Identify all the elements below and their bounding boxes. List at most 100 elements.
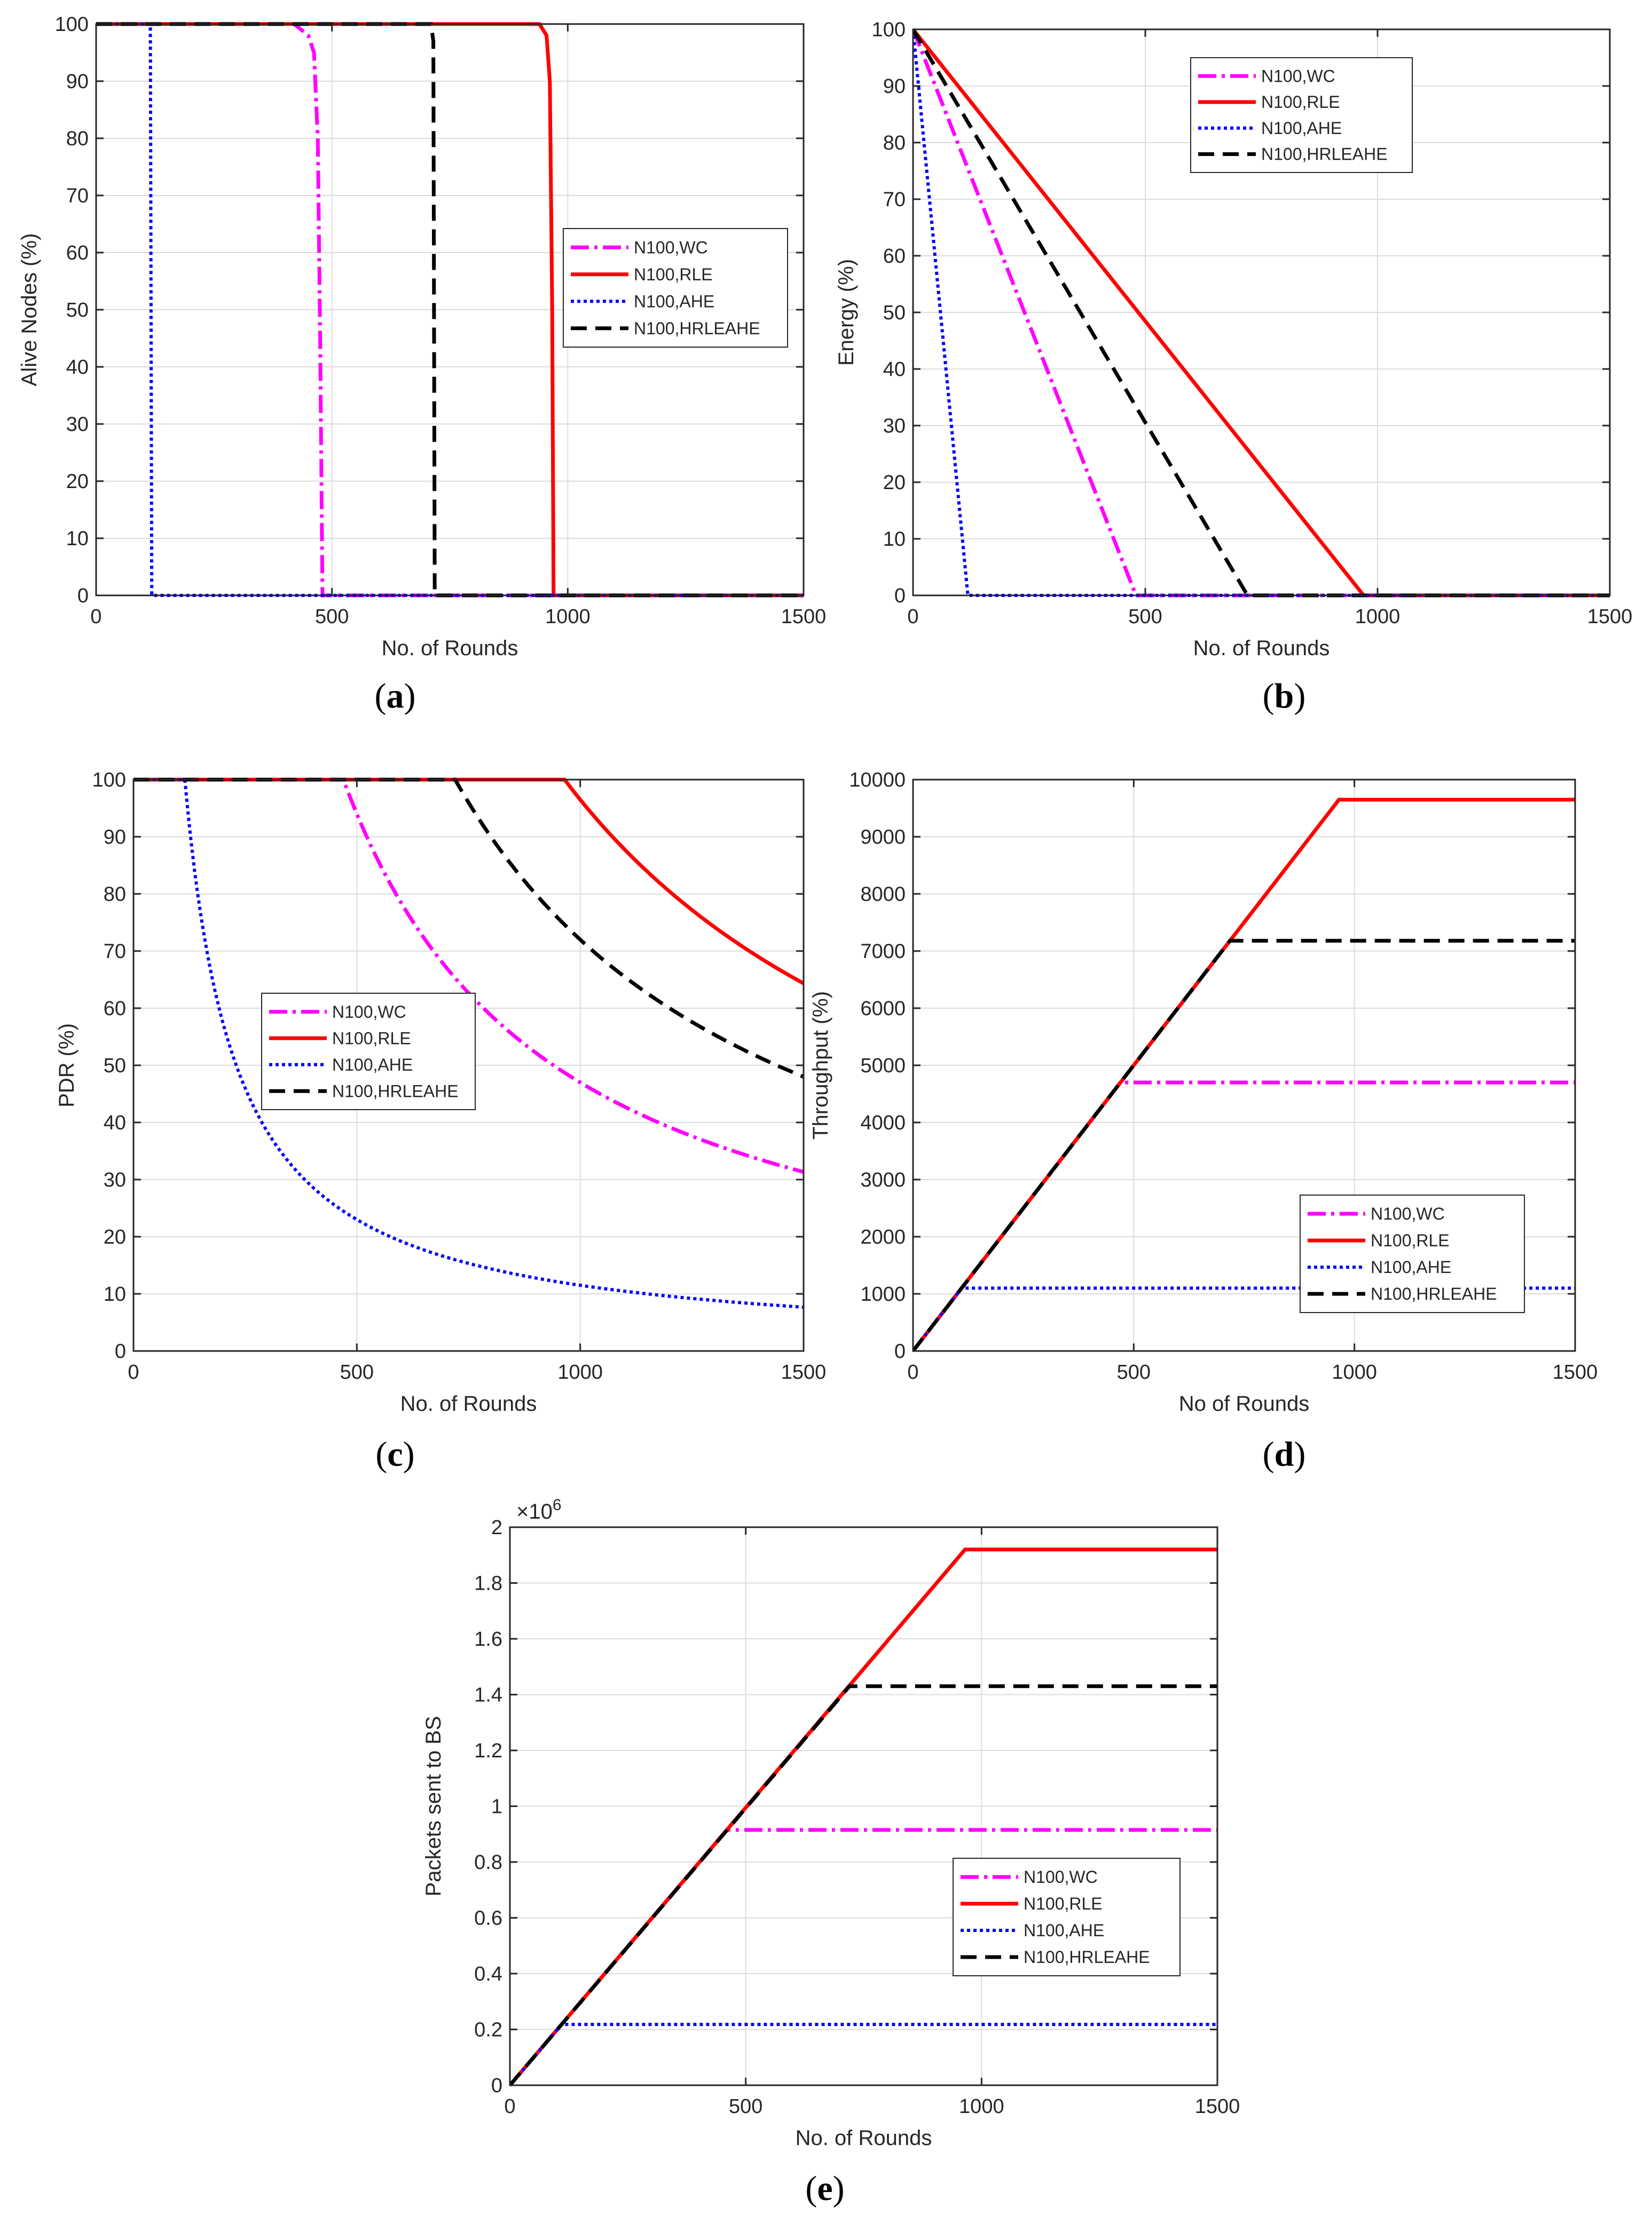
y-tick-label: 1.2 [474,1740,502,1762]
y-tick-label: 10 [66,528,89,550]
y-tick-label: 70 [66,185,89,207]
y-axis-label: Throughput (%) [809,991,832,1140]
y-tick-label: 100 [55,13,89,36]
y-tick-label: 0 [894,1340,906,1363]
y-tick-label: 50 [104,1055,126,1077]
y-tick-label: 2000 [860,1226,906,1248]
legend-label: N100,RLE [332,1028,411,1048]
y-multiplier-exponent: 6 [553,1496,562,1514]
legend: N100,WC N100,RLE N100,AHE N100,HRLEAHE [563,228,788,348]
x-tick-label: 1500 [781,606,827,628]
y-tick-label: 0.6 [474,1907,502,1930]
x-tick-label: 1000 [1332,1361,1377,1384]
series-line-hrleahe [913,939,1575,1353]
x-tick-label: 1500 [1195,2095,1240,2118]
y-tick-label: 100 [92,769,126,791]
y-tick-label: 80 [66,128,89,150]
y-tick-label: 1000 [860,1283,906,1306]
legend-label: N100,AHE [332,1055,413,1074]
y-tick-label: 4000 [860,1112,906,1134]
x-tick-label: 0 [128,1361,139,1384]
series-line-ahe [133,778,804,1309]
panel-caption: (a) [375,677,416,716]
y-tick-label: 90 [104,826,126,849]
y-axis-label: Packets sent to BS [422,1716,445,1897]
y-tick-label: 9000 [860,826,906,849]
x-tick-label: 1000 [1355,606,1401,628]
x-tick-label: 500 [315,606,349,628]
y-tick-label: 0.2 [474,2019,502,2041]
y-tick-label: 90 [883,75,906,98]
panel-caption: (b) [1263,677,1306,716]
legend-label: N100,AHE [1261,119,1342,138]
y-tick-label: 8000 [860,883,906,906]
y-tick-label: 50 [883,302,906,324]
y-tick-label: 2 [491,1517,502,1539]
x-tick-label: 0 [90,606,101,628]
chart-a: 0 500 1000 1500 0 10 20 30 40 50 60 70 80 90 100 No. of… [18,13,826,716]
legend-label: N100,WC [332,1002,406,1022]
legend-label: N100,AHE [634,292,714,311]
y-tick-label: 0 [115,1340,126,1363]
chart-d: 0 500 1000 1500 0 1000 2000 3000 4000 5000 6000 700… [809,769,1598,1474]
legend-label: N100,HRLEAHE [332,1081,459,1101]
y-tick-label: 30 [104,1169,126,1191]
chart-c: 0 500 1000 1500 0 10 20 30 40 50 60 70 80 90 100 No. of… [55,769,826,1474]
legend-label: N100,RLE [1024,1894,1103,1913]
y-tick-label: 1 [491,1796,502,1818]
x-tick-label: 500 [1128,606,1162,628]
legend-label: N100,RLE [1261,92,1340,112]
y-multiplier: ×106 [516,1496,562,1523]
caption-open: ( [1263,1435,1275,1474]
y-tick-label: 1.4 [474,1684,502,1707]
y-tick-label: 40 [66,356,89,379]
panel-caption: (e) [805,2169,844,2208]
legend-label: N100,WC [1261,66,1335,85]
y-axis-label: Energy (%) [835,259,858,366]
y-tick-label: 100 [872,19,906,41]
x-tick-label: 1000 [557,1361,603,1384]
legend-label: N100,AHE [1024,1921,1104,1940]
y-tick-label: 0 [491,2075,502,2097]
series-line-hrleahe [510,1684,1217,2087]
caption-open: ( [1263,677,1275,716]
x-tick-label: 500 [340,1361,374,1384]
x-tick-label: 500 [729,2095,762,2118]
caption-close: ) [404,677,416,716]
x-tick-label: 0 [907,1361,918,1384]
series-line-rle [133,777,804,985]
y-tick-label: 20 [104,1226,126,1248]
legend-label: N100,WC [1024,1867,1098,1887]
x-tick-label: 1000 [545,606,591,628]
legend: N100,WC N100,RLE N100,AHE N100,HRLEAHE [1300,1195,1525,1313]
y-tick-label: 5000 [860,1055,906,1077]
y-tick-label: 60 [104,997,126,1020]
legend: N100,WC N100,RLE N100,AHE N100,HRLEAHE [1190,57,1413,173]
x-tick-label: 1500 [1553,1361,1598,1384]
caption-close: ) [403,1435,415,1474]
y-tick-label: 0 [894,585,906,607]
caption-letter: c [387,1435,403,1474]
caption-letter: e [817,2169,832,2208]
series-line-wc [133,777,804,1174]
y-tick-label: 20 [66,470,89,493]
y-tick-label: 60 [883,245,906,268]
y-tick-label: 30 [883,415,906,437]
y-tick-label: 1.8 [474,1573,502,1595]
y-tick-label: 90 [66,70,89,93]
caption-close: ) [1294,677,1305,716]
legend-label: N100,WC [634,238,708,257]
y-tick-label: 50 [66,299,89,321]
series-line-wc [96,22,804,598]
x-tick-label: 500 [1117,1361,1151,1384]
legend-label: N100,HRLEAHE [1024,1947,1150,1967]
x-tick-label: 1500 [1587,606,1633,628]
y-tick-label: 20 [883,472,906,494]
x-axis-label: No. of Rounds [400,1392,537,1416]
legend-label: N100,HRLEAHE [1371,1284,1497,1303]
series-line-hrleahe [133,777,804,1079]
y-tick-label: 1.6 [474,1628,502,1651]
x-axis-label: No of Rounds [1179,1392,1310,1416]
x-tick-label: 1000 [959,2095,1004,2118]
